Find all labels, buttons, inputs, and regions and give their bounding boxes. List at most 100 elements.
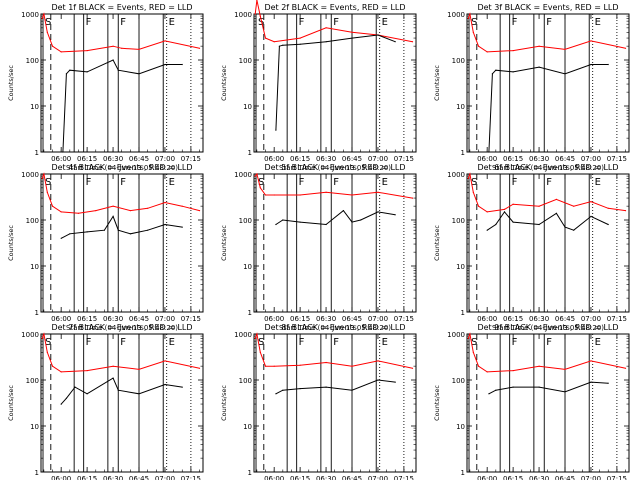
series-point: [254, 175, 256, 177]
x-tick-label: 07:00: [581, 475, 601, 480]
series-point: [51, 45, 54, 47]
y-tick-label: 100: [239, 377, 252, 385]
x-tick-label: 06:45: [555, 475, 575, 480]
series-point: [538, 386, 540, 388]
y-tick-label: 1: [248, 149, 252, 157]
series-point: [325, 27, 327, 29]
y-tick-label: 100: [239, 217, 252, 225]
marker-label: F: [299, 17, 305, 28]
y-tick-label: 1000: [21, 331, 39, 339]
series-point: [41, 177, 43, 180]
panel-title: Det 4f BLACK = Events, RED = LLD: [51, 163, 192, 172]
series-point: [503, 211, 506, 213]
y-axis-label: Counts/sec: [7, 385, 15, 421]
series-point: [69, 233, 71, 235]
panel-8: Det 8f BLACK = Events, RED = LLD 1 10 100 10…: [220, 323, 417, 480]
series-point: [43, 13, 45, 15]
series-point: [181, 205, 183, 207]
x-tick-label: 07:15: [181, 475, 201, 480]
y-tick-label: 1000: [234, 11, 252, 19]
y-tick-label: 1: [35, 149, 39, 157]
x-tick-label: 06:00: [264, 155, 284, 163]
series-point: [41, 17, 43, 20]
series-point: [112, 205, 114, 207]
marker-label: E: [382, 177, 388, 188]
series-point: [60, 403, 62, 405]
marker-label: F: [120, 177, 126, 188]
y-tick-label: 100: [26, 57, 39, 65]
series-point: [264, 194, 267, 196]
series-point: [138, 393, 140, 395]
series-point: [129, 233, 131, 235]
series-point: [512, 50, 514, 52]
series-point: [112, 365, 114, 367]
panel-title: Det 3f BLACK = Events, RED = LLD: [477, 3, 618, 12]
marker-label: E: [169, 177, 175, 188]
series-point: [538, 45, 540, 47]
series-point: [325, 386, 327, 388]
series-point: [65, 397, 67, 399]
panel-title: Det 1f BLACK = Events, RED = LLD: [51, 3, 192, 12]
panel-6: Det 6f BLACK = Events, RED = LLD 1 10 100 10…: [433, 163, 630, 332]
x-tick-label: 07:15: [181, 315, 201, 323]
series-point: [117, 229, 119, 231]
panel-title: Det 8f BLACK = Events, RED = LLD: [264, 323, 405, 332]
series-point: [138, 48, 140, 51]
x-tick-label: 06:30: [316, 475, 336, 480]
y-tick-label: 100: [452, 377, 465, 385]
series-point: [275, 129, 277, 131]
series-point: [590, 215, 592, 217]
panel-5: Det 5f BLACK = Events, RED = LLD 1 10 100 10…: [220, 163, 417, 332]
series-point: [377, 360, 379, 362]
series-point: [198, 210, 201, 212]
series-point: [411, 41, 414, 43]
marker-label: E: [169, 17, 175, 28]
x-tick-label: 07:15: [607, 155, 627, 163]
series-point: [112, 59, 114, 61]
series-point: [147, 229, 149, 231]
series-point: [74, 386, 76, 388]
x-tick-label: 07:00: [155, 155, 175, 163]
series-point: [299, 364, 301, 366]
series-point: [512, 203, 514, 205]
series-point: [46, 191, 48, 193]
marker-label: S: [471, 177, 477, 188]
x-axis-label: Start Time (04-Jun-13 05:48:20): [66, 164, 178, 172]
series-point: [512, 386, 514, 388]
x-tick-label: 06:15: [503, 315, 523, 323]
series-point: [394, 381, 396, 383]
series-point: [512, 370, 514, 372]
series-point: [65, 73, 67, 75]
marker-label: E: [595, 337, 601, 348]
series-point: [377, 191, 379, 193]
series-point: [564, 368, 566, 370]
series-point: [62, 151, 64, 153]
x-axis-label: Start Time (04-Jun-13 05:48:20): [492, 324, 604, 332]
x-tick-label: 06:45: [342, 475, 362, 480]
marker-label: E: [382, 17, 388, 28]
series-point: [299, 194, 301, 196]
x-tick-label: 07:15: [394, 155, 414, 163]
series-lld: [254, 172, 413, 199]
series-point: [477, 365, 480, 367]
series-point: [624, 47, 627, 49]
series-point: [590, 63, 592, 66]
series-events: [275, 209, 396, 226]
series-point: [394, 41, 396, 43]
series-events: [275, 34, 396, 131]
marker-label: S: [45, 337, 51, 348]
series-point: [138, 368, 140, 370]
y-tick-label: 10: [243, 423, 252, 431]
marker-label: F: [86, 177, 92, 188]
marker-label: F: [512, 17, 518, 28]
y-tick-label: 10: [456, 423, 465, 431]
series-point: [564, 48, 566, 51]
series-point: [198, 367, 201, 369]
series-point: [351, 221, 353, 223]
series-point: [538, 365, 540, 367]
y-tick-label: 1000: [447, 171, 465, 179]
series-point: [590, 381, 592, 383]
series-point: [360, 219, 362, 221]
y-tick-label: 1: [248, 469, 252, 477]
